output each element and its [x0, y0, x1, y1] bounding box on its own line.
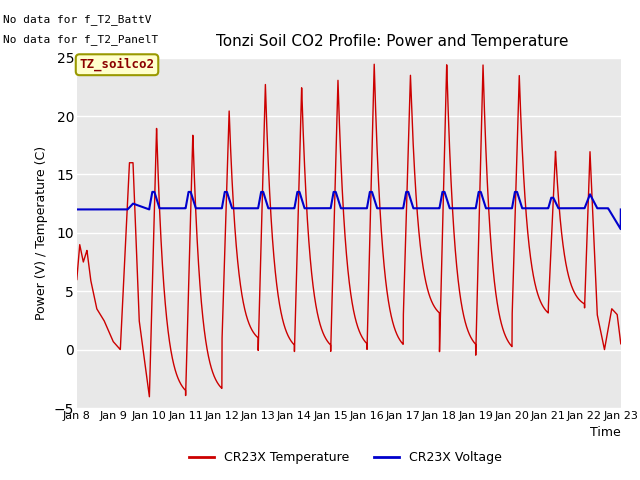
X-axis label: Time: Time: [590, 426, 621, 439]
Title: Tonzi Soil CO2 Profile: Power and Temperature: Tonzi Soil CO2 Profile: Power and Temper…: [216, 35, 568, 49]
Y-axis label: Power (V) / Temperature (C): Power (V) / Temperature (C): [35, 146, 48, 320]
Text: TZ_soilco2: TZ_soilco2: [79, 58, 154, 72]
Text: No data for f_T2_PanelT: No data for f_T2_PanelT: [3, 34, 159, 45]
Legend: CR23X Temperature, CR23X Voltage: CR23X Temperature, CR23X Voltage: [184, 446, 507, 469]
Text: No data for f_T2_BattV: No data for f_T2_BattV: [3, 14, 152, 25]
